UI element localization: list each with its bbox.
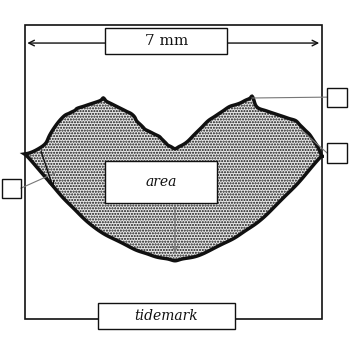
Text: 7 mm: 7 mm (145, 34, 188, 48)
Bar (2, 178, 21, 198)
Bar (105, 28, 228, 54)
Bar (25, 25, 322, 318)
Bar (327, 88, 346, 107)
Bar (327, 144, 346, 163)
Text: tidemark: tidemark (134, 309, 198, 323)
Bar (98, 303, 234, 329)
Bar (105, 161, 217, 203)
Text: area: area (145, 175, 177, 189)
Polygon shape (25, 96, 322, 261)
